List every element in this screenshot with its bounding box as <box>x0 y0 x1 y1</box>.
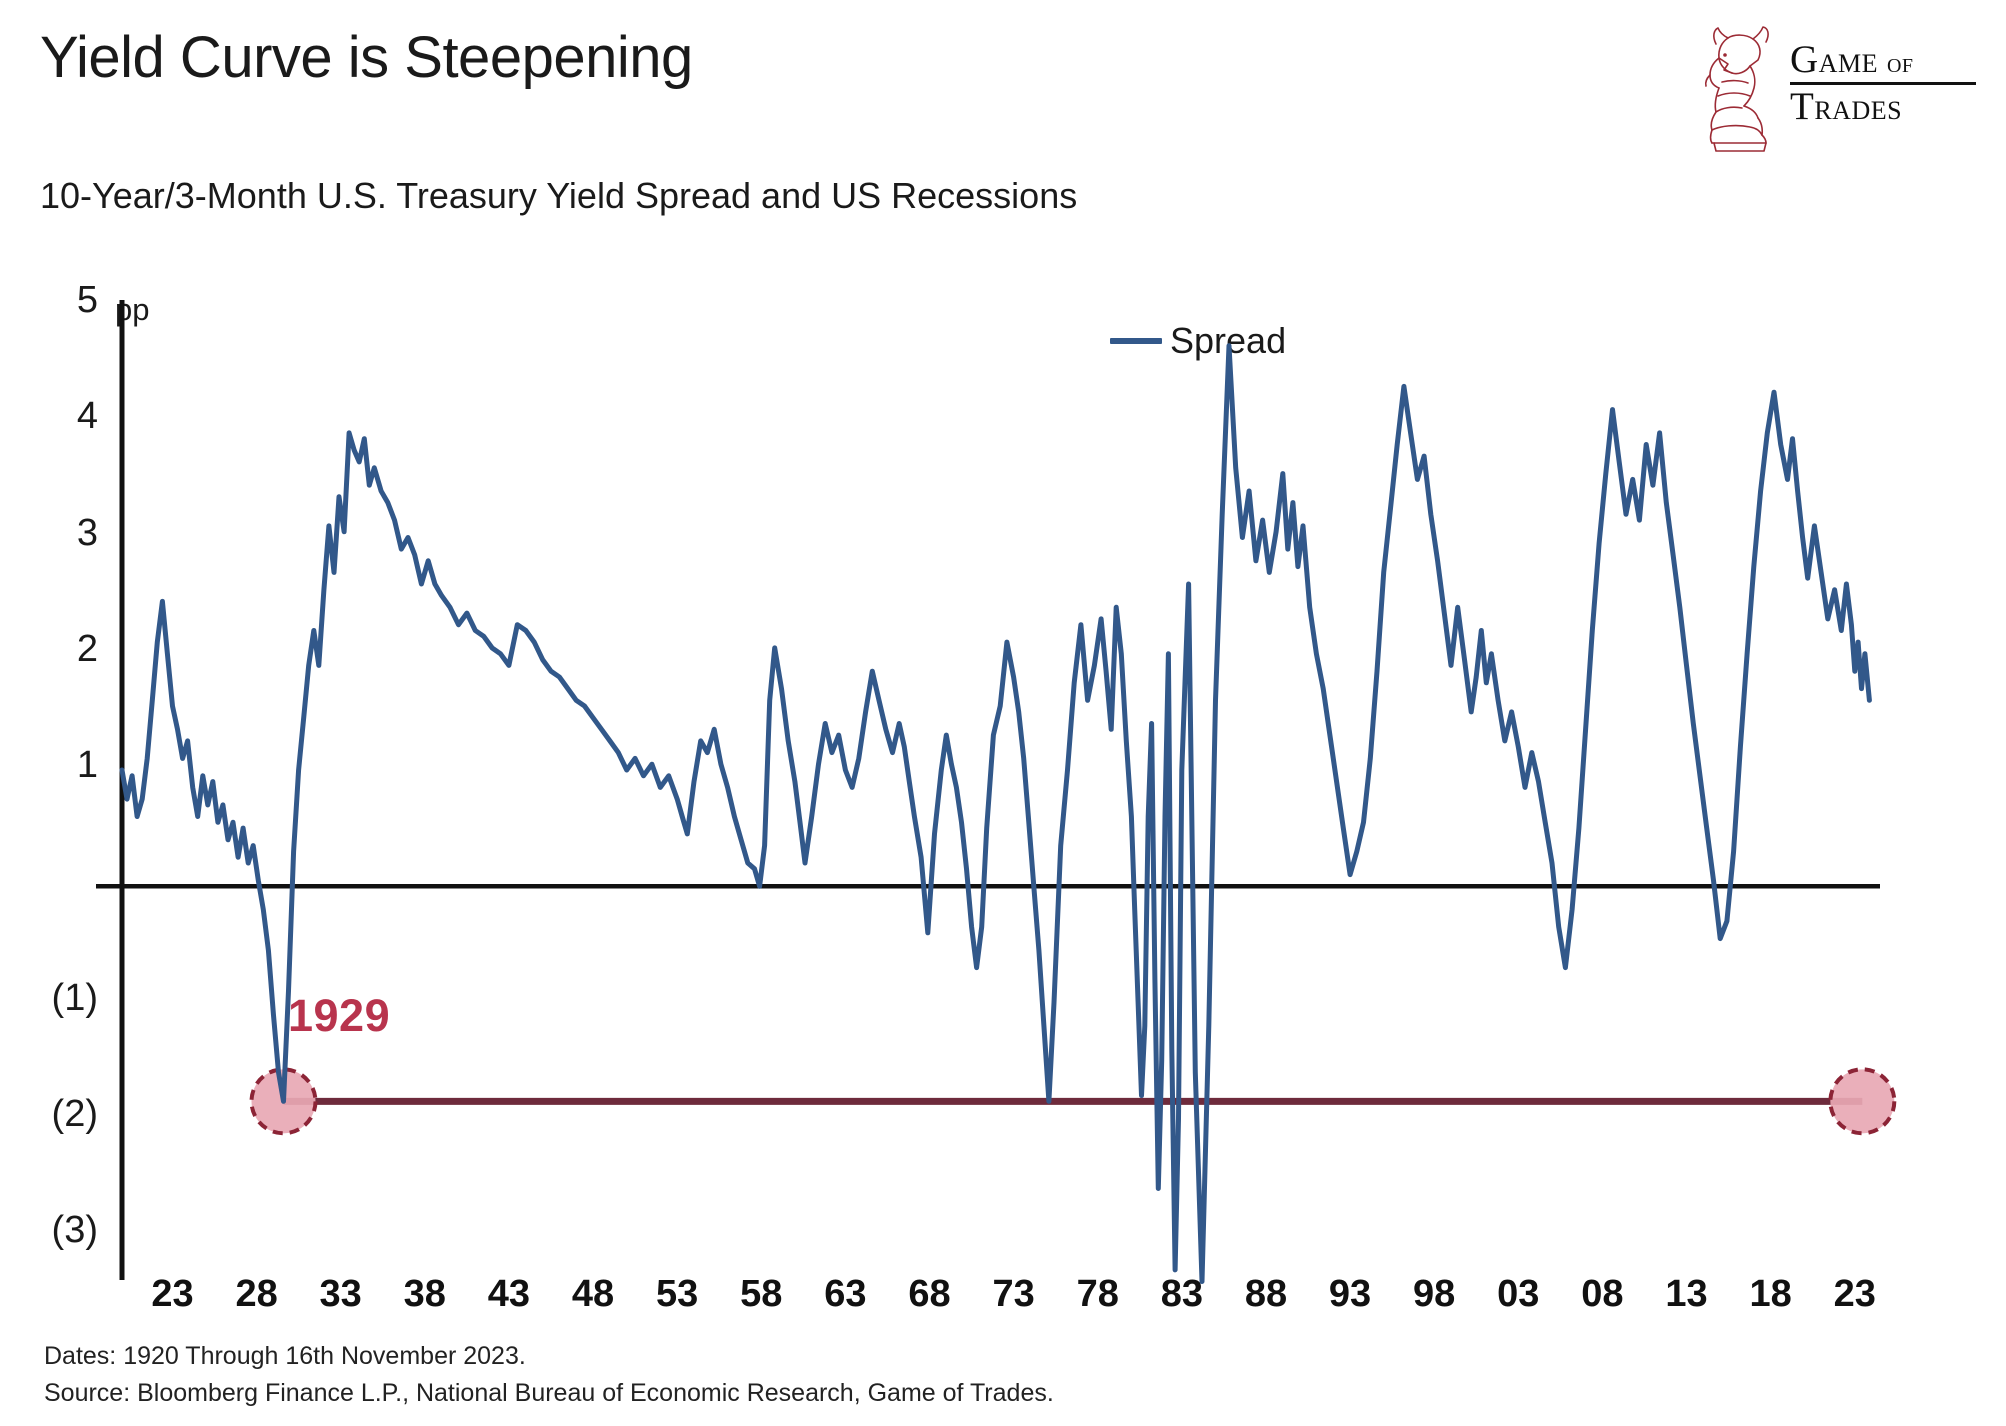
x-axis-tick: 33 <box>319 1273 362 1315</box>
logo-rades: RADES <box>1814 96 1903 125</box>
x-axis-tick: 88 <box>1244 1273 1288 1315</box>
x-axis-tick: 63 <box>824 1273 867 1315</box>
x-axis-tick: 48 <box>571 1273 615 1315</box>
yield-spread-chart: pp Spread 1929 5 4 3 2 1 (1) (2) (3) 23 28 33 38 43 4… <box>0 230 2006 1320</box>
footnote-dates: Dates: 1920 Through 16th November 2023. <box>44 1342 526 1370</box>
x-axis-tick: 53 <box>656 1273 699 1315</box>
bull-chess-knight-icon <box>1704 26 1769 152</box>
x-axis-tick: 43 <box>487 1273 531 1315</box>
footnote-source: Source: Bloomberg Finance L.P., National… <box>44 1379 1054 1407</box>
x-axis-tick: 38 <box>403 1273 446 1315</box>
x-axis-tick: 08 <box>1581 1273 1624 1315</box>
chart-header: Yield Curve is Steepening 10-Year/3-Mont… <box>0 0 2006 230</box>
y-axis-tick: (3) <box>51 1209 98 1251</box>
logo-of: OF <box>1886 55 1914 77</box>
x-axis-tick: 18 <box>1749 1273 1792 1315</box>
x-axis-tick: 98 <box>1413 1273 1456 1315</box>
legend-swatch-spread <box>1110 338 1162 344</box>
y-axis-tick: 5 <box>76 279 98 321</box>
x-axis-tick: 78 <box>1076 1273 1119 1315</box>
x-axis-tick: 23 <box>151 1273 194 1315</box>
logo-g: G <box>1790 38 1819 81</box>
y-axis-tick: 2 <box>76 627 98 670</box>
x-axis-tick: 68 <box>908 1273 951 1315</box>
x-axis-tick: 23 <box>1833 1273 1876 1315</box>
x-axis-tick: 83 <box>1160 1273 1203 1315</box>
x-axis-tick: 73 <box>992 1273 1035 1315</box>
logo-ame: AME <box>1818 49 1878 78</box>
y-axis-tick: 3 <box>76 511 98 554</box>
y-axis-tick: (1) <box>51 976 98 1019</box>
plot-canvas <box>96 300 1897 1284</box>
x-axis-tick: 28 <box>235 1273 278 1315</box>
brand-logo: G AME OF TRADES <box>1698 22 1978 157</box>
annotation-1929: 1929 <box>288 990 391 1041</box>
page-title: Yield Curve is Steepening <box>40 25 693 90</box>
y-axis-tick: 1 <box>76 744 98 786</box>
x-axis-tick: 03 <box>1497 1273 1540 1315</box>
x-axis-tick: 93 <box>1328 1273 1372 1315</box>
chart-subtitle: 10-Year/3-Month U.S. Treasury Yield Spre… <box>40 175 1078 216</box>
chart-footnote: Dates: 1920 Through 16th November 2023. … <box>44 1338 1054 1412</box>
series-line-spread <box>119 343 1872 1284</box>
x-axis-tick: 58 <box>740 1273 783 1315</box>
x-axis-tick: 13 <box>1665 1273 1708 1315</box>
logo-t: T <box>1790 85 1815 128</box>
y-axis-tick: (2) <box>51 1092 98 1135</box>
y-axis-tick: 4 <box>76 395 98 438</box>
marker-2023 <box>1828 1067 1897 1136</box>
brand-wordmark: G AME OF TRADES <box>1790 40 1976 126</box>
